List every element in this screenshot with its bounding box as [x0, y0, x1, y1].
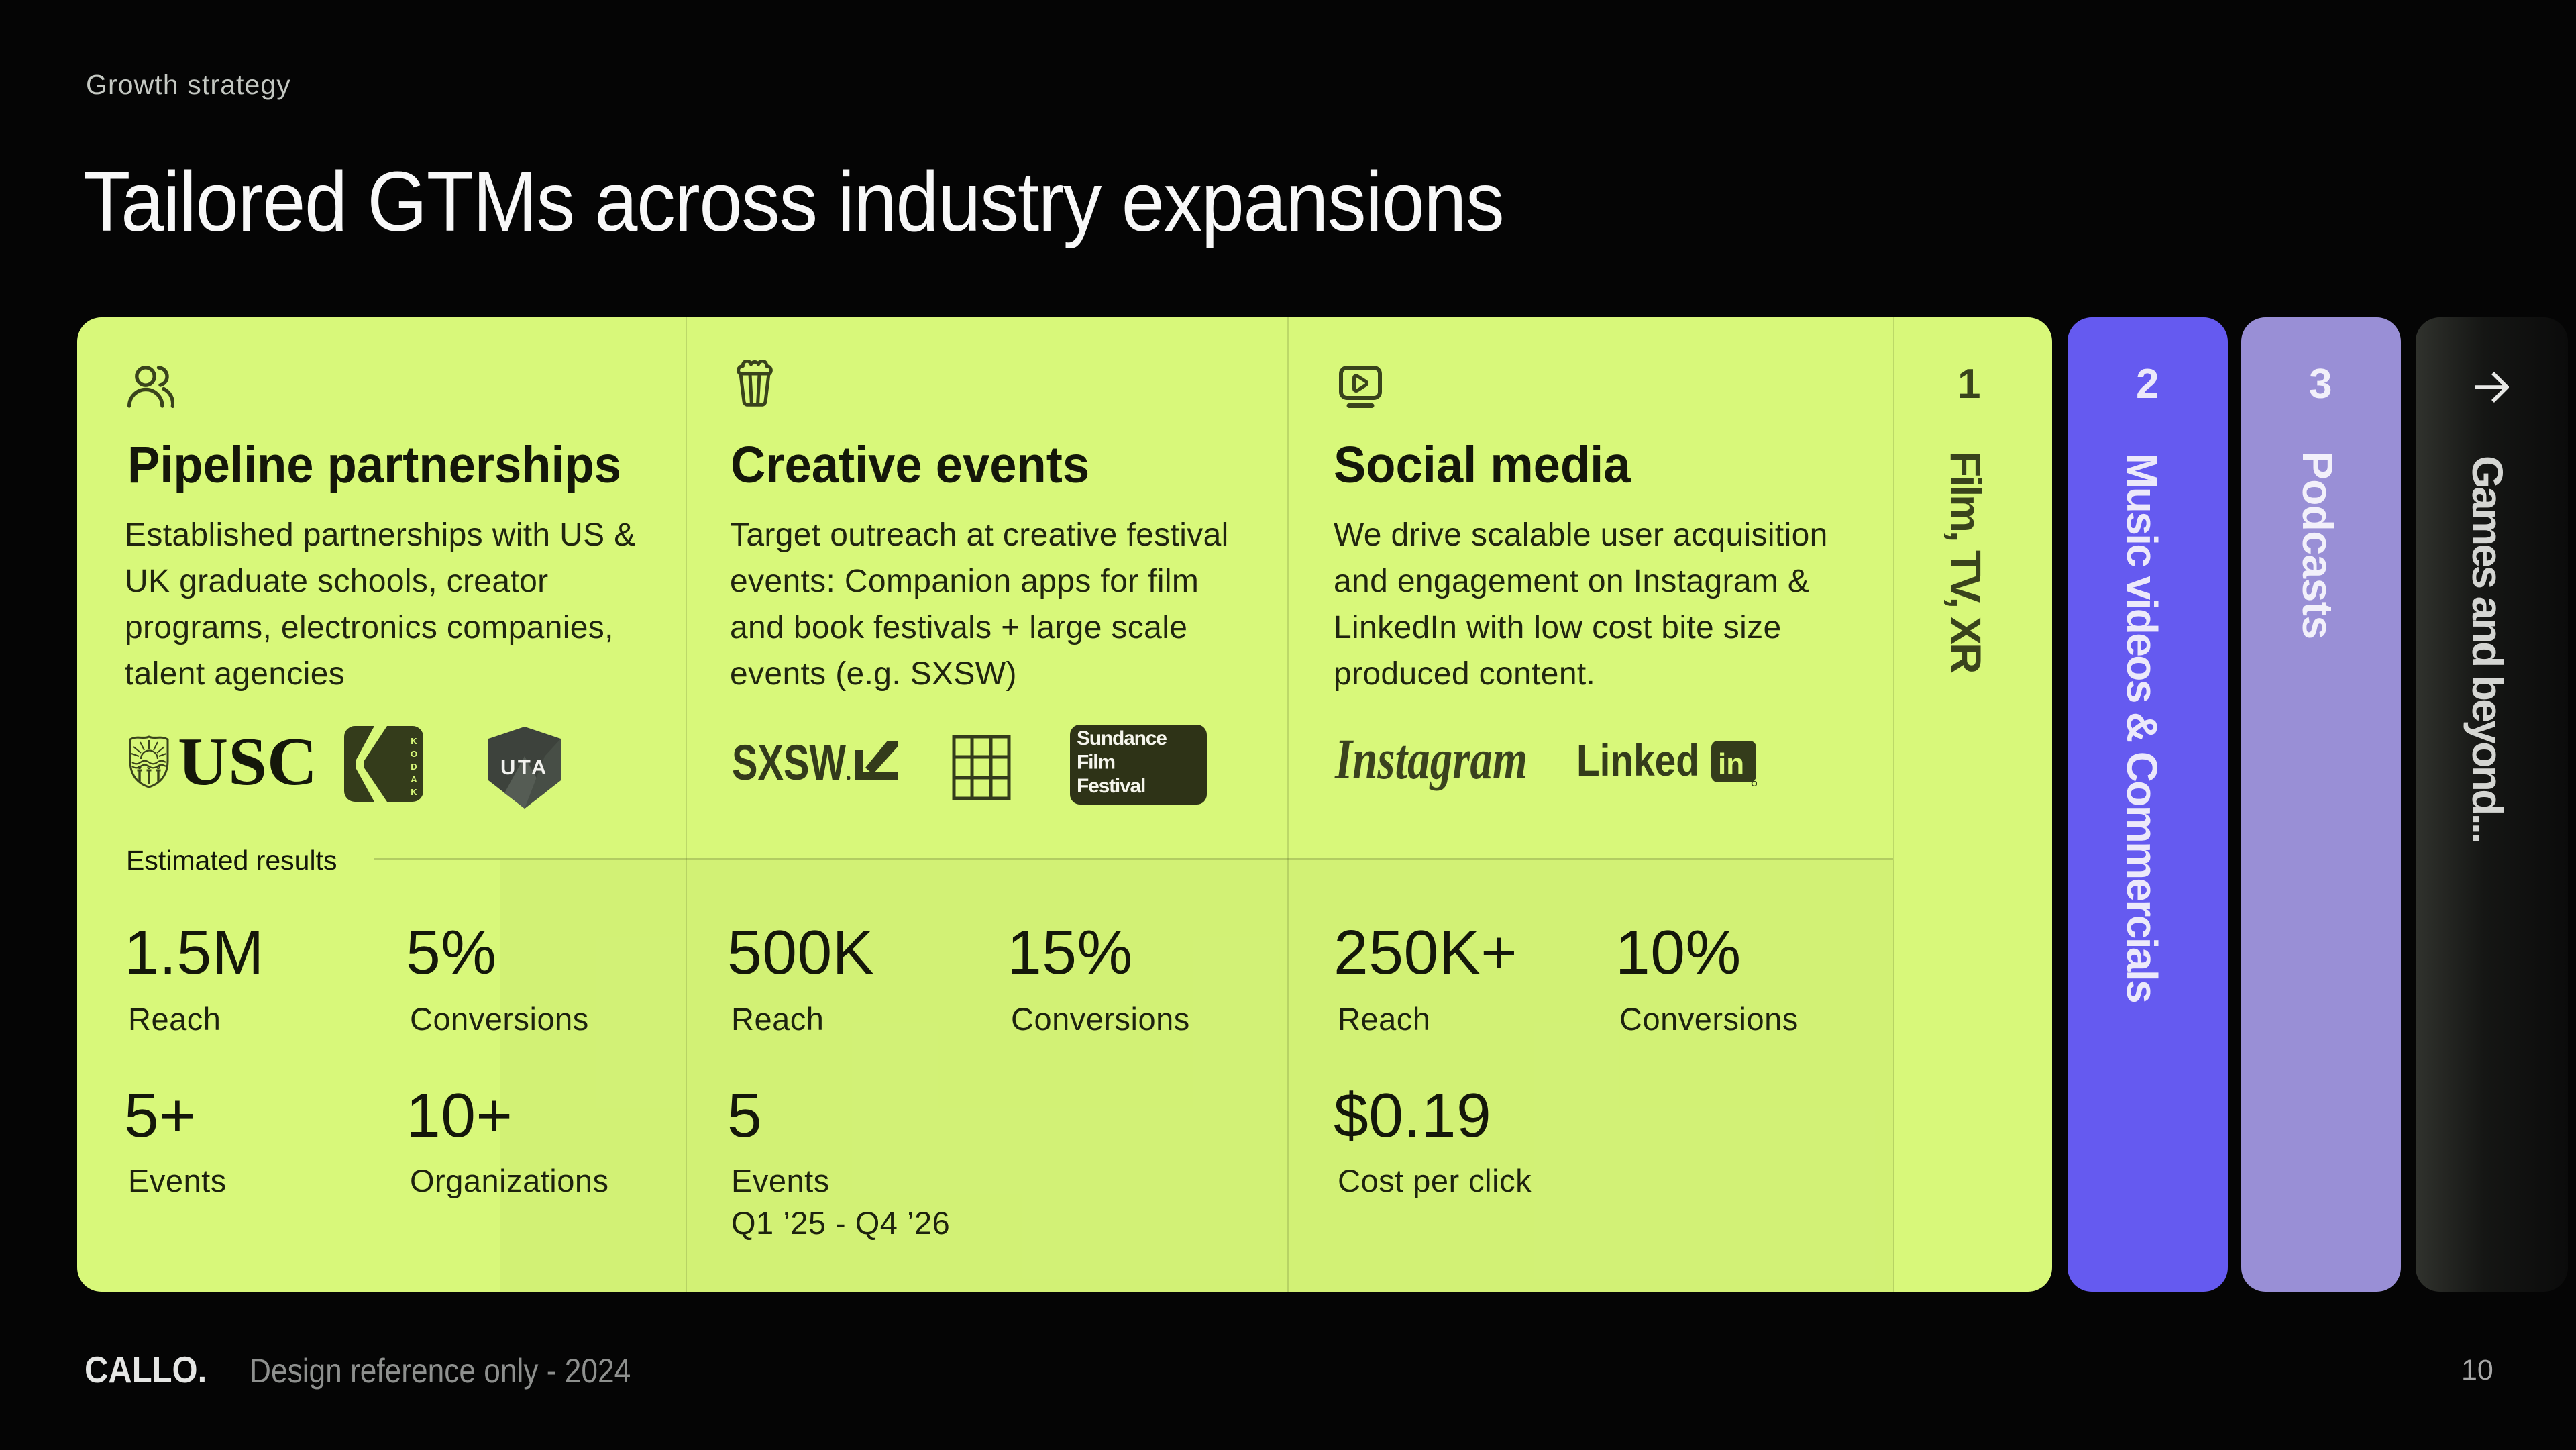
svg-text:A: A [411, 774, 417, 784]
svg-text:K: K [411, 736, 417, 746]
svg-text:Sundance: Sundance [1077, 727, 1167, 749]
svg-text:K: K [411, 787, 417, 797]
svg-text:Film: Film [1077, 752, 1115, 774]
svg-text:in: in [1718, 747, 1744, 780]
svg-text:UTA: UTA [500, 756, 549, 779]
svg-text:O: O [411, 749, 417, 759]
svg-text:Festival: Festival [1077, 775, 1145, 797]
svg-text:D: D [411, 762, 417, 772]
